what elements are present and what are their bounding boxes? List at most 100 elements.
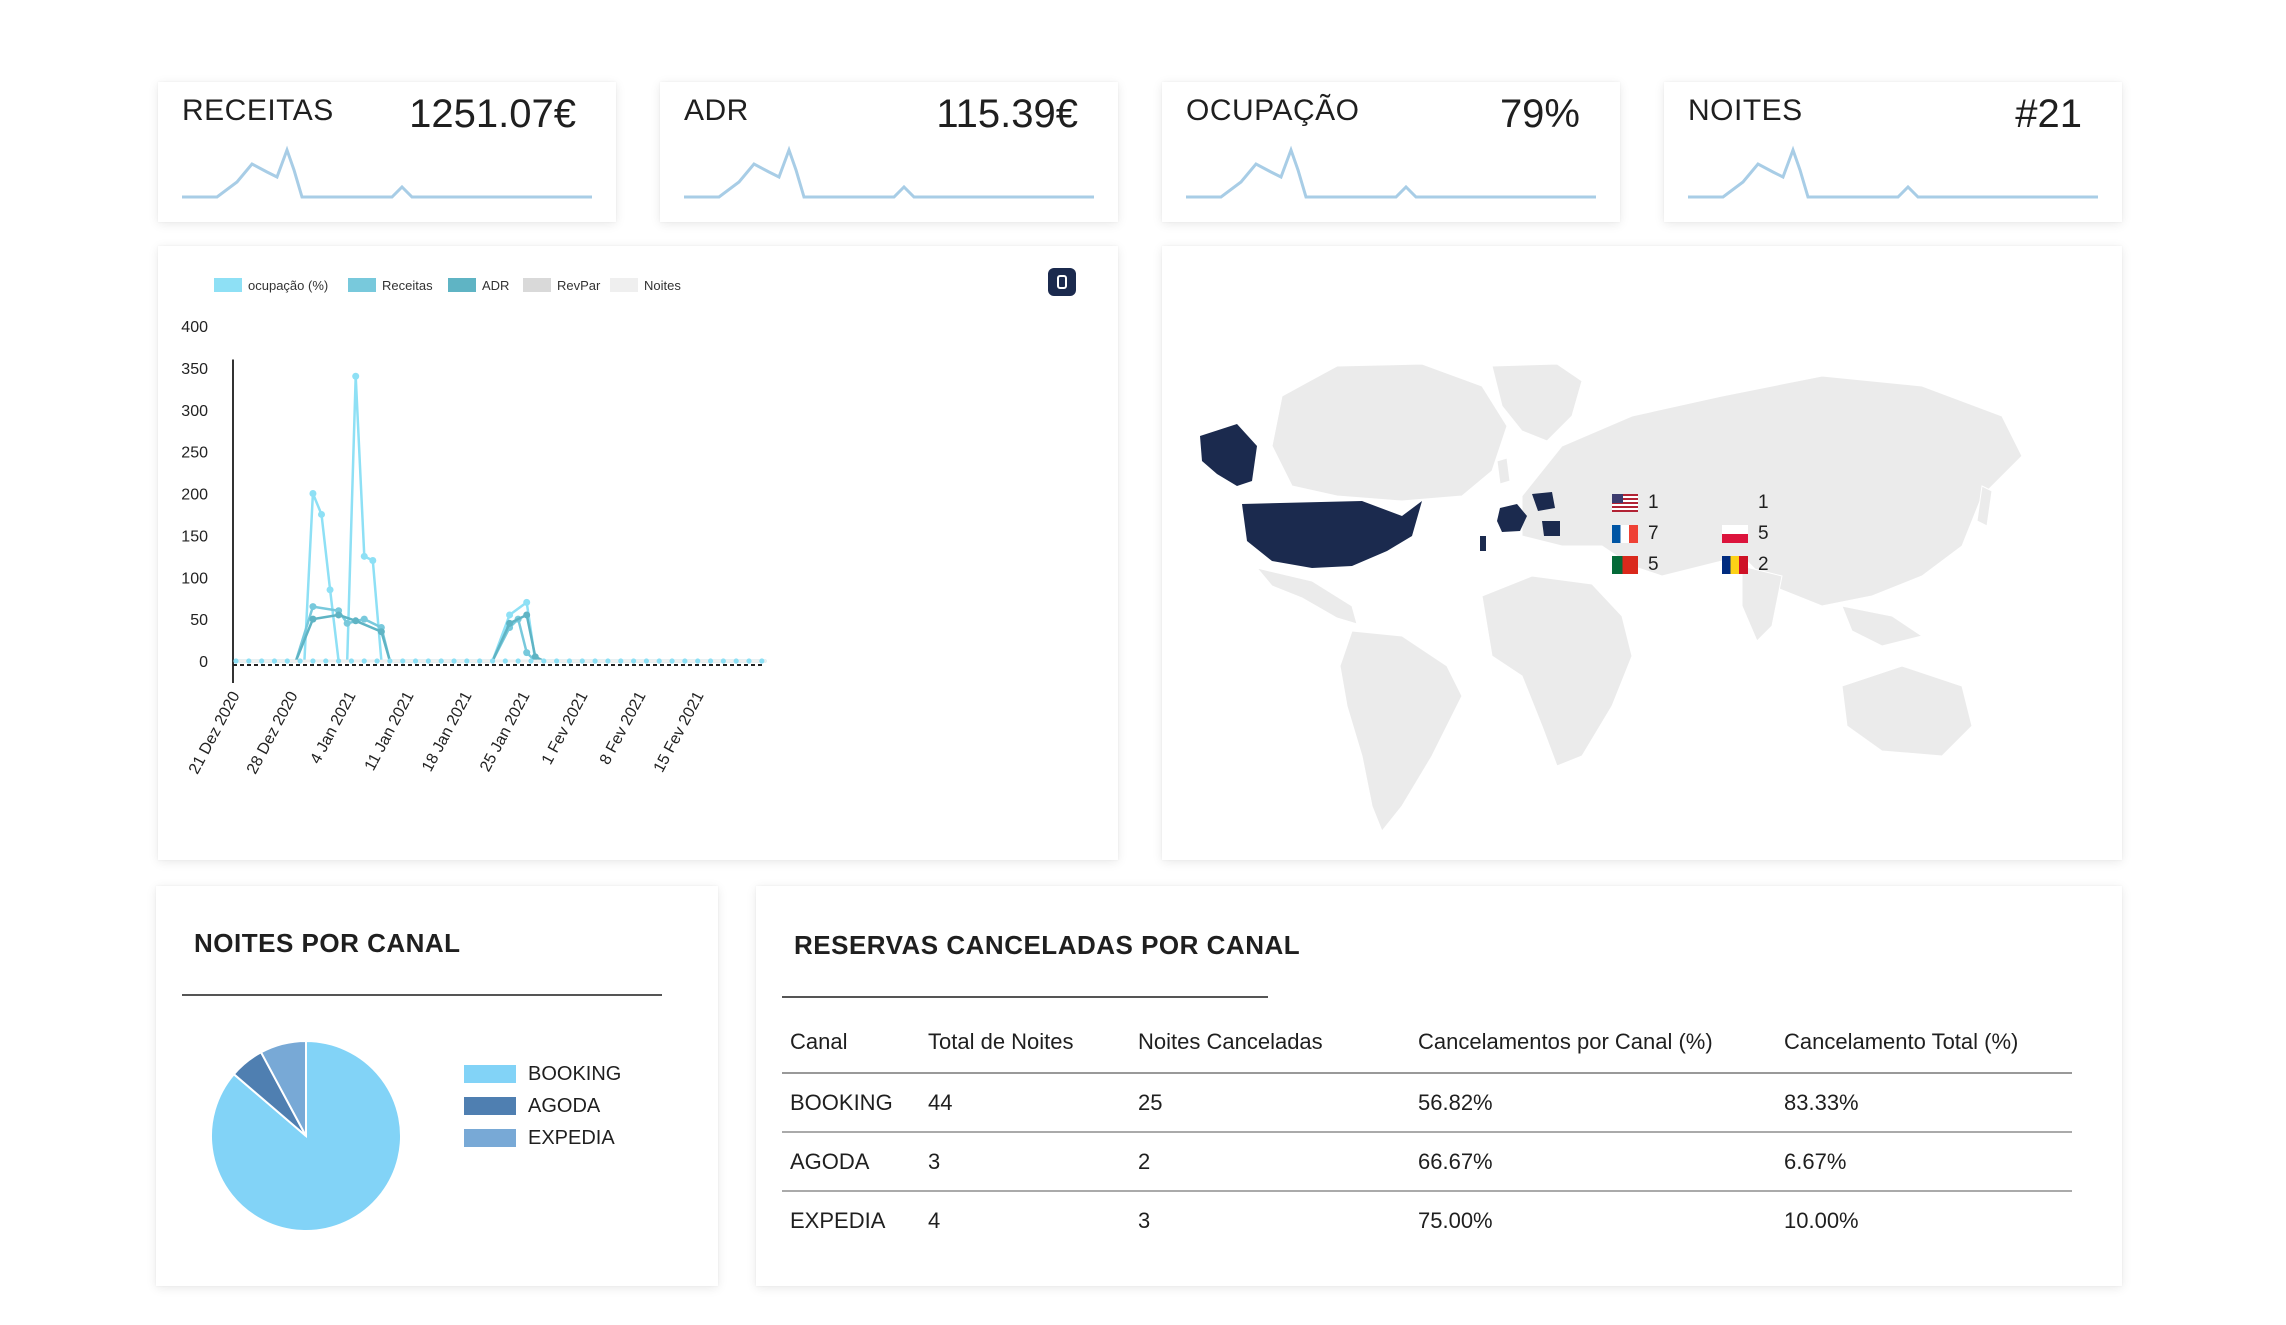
data-point <box>630 658 637 664</box>
pie-legend-item[interactable]: AGODA <box>464 1090 621 1122</box>
data-point <box>541 658 547 664</box>
pie-slice[interactable] <box>259 1039 307 1137</box>
legend-label: BOOKING <box>528 1062 622 1085</box>
legend-swatch[interactable] <box>214 278 242 292</box>
data-point <box>656 658 662 664</box>
kpi-label: OCUPAÇÃO <box>1186 94 1360 127</box>
data-point <box>523 598 531 606</box>
download-icon[interactable] <box>1048 268 1076 296</box>
romania-highlight <box>1542 521 1560 536</box>
y-tick-label: 300 <box>181 403 208 420</box>
india <box>1741 565 1783 642</box>
kpi-card-adr: ADR 115.39€ <box>660 82 1118 222</box>
data-point <box>618 658 624 664</box>
line-chart-card: ocupação (%) Receitas ADR RevPar Noites 400 35… <box>158 246 1118 860</box>
legend-swatch[interactable] <box>523 278 551 292</box>
map-legend-count: 2 <box>1758 554 1769 575</box>
data-point <box>297 658 303 664</box>
legend-label[interactable]: Receitas <box>382 278 433 293</box>
table-cell: EXPEDIA <box>790 1207 886 1233</box>
poland-highlight <box>1532 492 1555 511</box>
data-point <box>759 658 765 664</box>
pie-chart <box>210 1039 402 1232</box>
data-point <box>643 658 649 664</box>
data-point <box>400 658 406 664</box>
legend-label[interactable]: RevPar <box>557 278 601 293</box>
table-cell: 75.00% <box>1418 1207 1493 1233</box>
x-tick-label: 18 Jan 2021 <box>419 689 475 775</box>
map-legend-count: 5 <box>1648 554 1659 575</box>
data-point <box>682 658 688 664</box>
legend-swatch[interactable] <box>448 278 476 292</box>
central-america <box>1255 567 1358 625</box>
pie-legend: BOOKING AGODA EXPEDIA <box>464 1058 621 1154</box>
data-point <box>233 658 239 664</box>
column-header[interactable]: Cancelamentos por Canal (%) <box>1418 1012 1784 1074</box>
x-tick-label: 1 Fev 2021 <box>539 689 592 768</box>
kpi-value: 79% <box>1499 92 1580 136</box>
column-header[interactable]: Canal <box>782 1012 928 1074</box>
legend-swatch <box>464 1129 516 1147</box>
table-row: AGODA 3 2 66.67% 6.67% <box>782 1132 2072 1192</box>
data-point <box>369 557 377 564</box>
sparkline <box>684 145 1094 199</box>
data-point <box>566 658 573 664</box>
data-point <box>309 615 317 623</box>
column-header[interactable]: Cancelamento Total (%) <box>1784 1012 2072 1074</box>
data-point <box>425 658 431 664</box>
data-point <box>579 658 585 664</box>
column-header[interactable]: Noites Canceladas <box>1138 1012 1418 1074</box>
section-title: NOITES POR CANAL <box>194 928 461 958</box>
map-card: 1 7 5 1 5 2 <box>1162 246 2122 860</box>
table-cell: 3 <box>1138 1207 1151 1233</box>
data-point <box>271 658 278 664</box>
kpi-value: 1251.07€ <box>409 92 576 136</box>
data-point <box>326 586 334 594</box>
southeast-asia <box>1841 605 1924 647</box>
legend-label[interactable]: ADR <box>482 278 509 293</box>
column-header[interactable]: Total de Noites <box>928 1012 1138 1074</box>
sparkline <box>182 145 592 199</box>
legend-swatch[interactable] <box>610 278 638 292</box>
table-cell: 25 <box>1138 1073 1418 1133</box>
x-tick-label: 21 Dez 2020 <box>186 689 244 777</box>
legend-swatch[interactable] <box>348 278 376 292</box>
data-point <box>502 658 508 664</box>
data-point <box>746 658 752 664</box>
uk <box>1496 457 1511 485</box>
data-point <box>515 658 521 664</box>
table-cell: 83.33% <box>1784 1073 2072 1133</box>
japan <box>1976 485 1993 527</box>
y-tick-label: 150 <box>181 528 208 545</box>
map-legend-count: 5 <box>1758 523 1769 544</box>
x-tick-label: 8 Fev 2021 <box>597 689 650 768</box>
kpi-card-ocupacao: OCUPAÇÃO 79% <box>1162 82 1620 222</box>
south-america <box>1339 630 1463 832</box>
data-point <box>336 658 342 664</box>
kpi-label: NOITES <box>1688 94 1803 127</box>
data-point <box>348 658 355 664</box>
pie-legend-item[interactable]: BOOKING <box>464 1058 621 1090</box>
table-cell: 6.67% <box>1784 1132 2072 1192</box>
table-cell: 2 <box>1138 1132 1418 1192</box>
x-tick-label: 15 Fev 2021 <box>651 689 708 776</box>
data-point <box>733 658 739 664</box>
us-flag-icon <box>1612 494 1638 512</box>
data-point <box>506 611 514 619</box>
y-tick-label: 0 <box>199 654 208 671</box>
fr-flag-icon <box>1612 525 1638 543</box>
y-tick-label: 200 <box>181 487 208 504</box>
data-point <box>528 658 534 664</box>
legend-label[interactable]: ocupação (%) <box>248 278 328 293</box>
legend-swatch <box>464 1065 516 1083</box>
alaska-highlight <box>1200 424 1257 486</box>
data-point <box>451 658 457 664</box>
legend-label[interactable]: Noites <box>644 278 681 293</box>
sparkline <box>1688 145 2098 199</box>
x-tick-label: 25 Jan 2021 <box>477 689 533 775</box>
france-highlight <box>1497 504 1527 532</box>
data-point <box>335 611 343 619</box>
eurasia <box>1521 375 2023 607</box>
pie-legend-item[interactable]: EXPEDIA <box>464 1122 621 1154</box>
greenland <box>1491 363 1583 442</box>
